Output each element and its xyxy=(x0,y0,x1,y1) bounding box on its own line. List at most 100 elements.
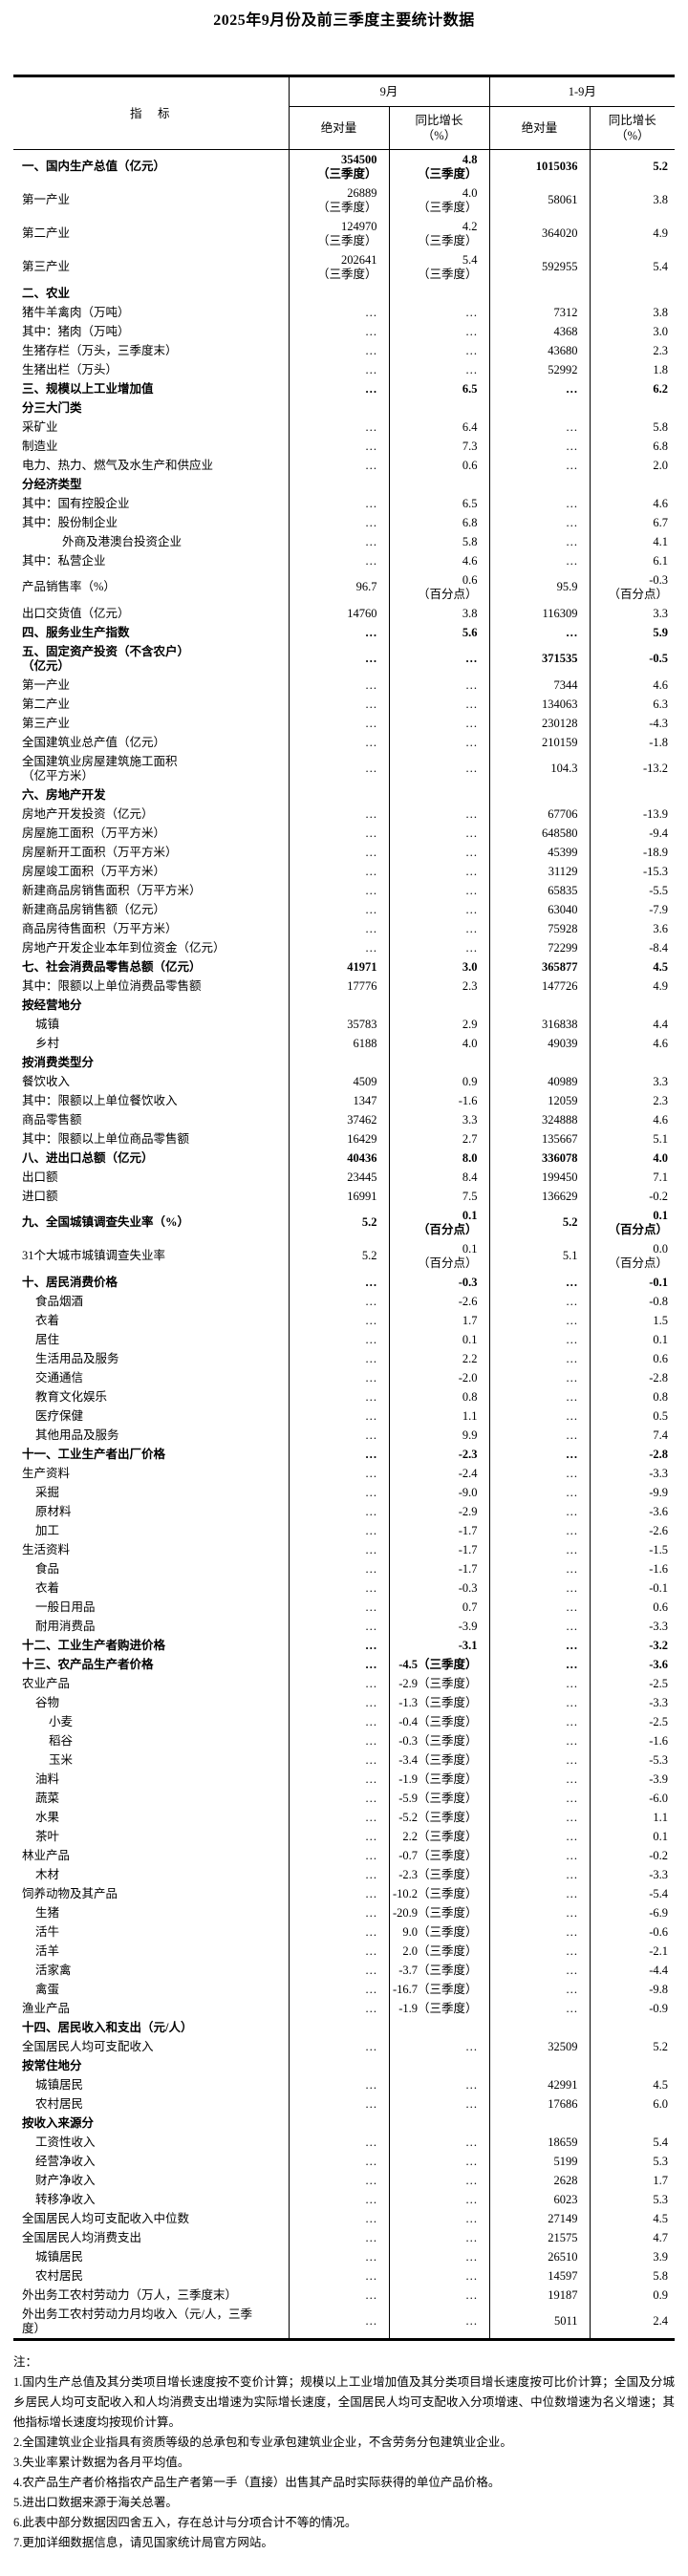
month-yoy-value: … xyxy=(388,714,490,733)
cumulative-yoy-value: -3.2 xyxy=(589,1636,676,1655)
cumulative-absolute-value: 199450 xyxy=(488,1168,591,1187)
cumulative-absolute-value: 14597 xyxy=(488,2266,591,2286)
cumulative-absolute-value: … xyxy=(488,1655,591,1674)
month-yoy-value: -0.3（三季度） xyxy=(388,1731,490,1750)
month-yoy-value: -20.9（三季度） xyxy=(388,1903,490,1922)
table-row: 十四、居民收入和支出（元/人） xyxy=(13,2018,676,2037)
cumulative-yoy-value: -13.9 xyxy=(589,805,676,824)
indicator-label: 十二、工业生产者购进价格 xyxy=(22,1638,166,1652)
month-absolute-value: … xyxy=(288,1502,389,1521)
cumulative-yoy-value xyxy=(589,996,676,1015)
cumulative-absolute-value: … xyxy=(488,1311,591,1330)
cumulative-absolute-value: 42991 xyxy=(488,2075,591,2094)
month-yoy-value: … xyxy=(388,2247,490,2266)
indicator-label: 衣着 xyxy=(35,1313,60,1327)
indicator-label: 商品房待售面积（万平方米） xyxy=(22,921,178,935)
cumulative-yoy-value: -9.9 xyxy=(589,1483,676,1502)
indicator-label: 九、全国城镇调查失业率（%） xyxy=(22,1215,190,1229)
month-absolute-value: … xyxy=(288,1808,389,1827)
cumulative-yoy-value: 3.6 xyxy=(589,919,676,938)
month-absolute-value: … xyxy=(288,1387,389,1406)
month-absolute-value: … xyxy=(288,843,389,862)
table-row: 外商及港澳台投资企业… 5.8… 4.1 xyxy=(13,532,676,551)
cumulative-absolute-value: … xyxy=(488,1922,591,1942)
month-yoy-value xyxy=(388,1053,490,1072)
table-row: 分三大门类 xyxy=(13,398,676,418)
indicator-label: 其中：股份制企业 xyxy=(22,515,118,529)
table-row: 农村居民…… 17686 6.0 xyxy=(13,2094,676,2114)
cumulative-yoy-value: 7.4 xyxy=(589,1426,676,1445)
table-row: 财产净收入…… 2628 1.7 xyxy=(13,2171,676,2190)
indicator-label: 城镇居民 xyxy=(35,2249,84,2264)
month-yoy-value xyxy=(388,475,490,494)
cumulative-yoy-value xyxy=(589,398,676,418)
table-row: 农村居民…… 14597 5.8 xyxy=(13,2266,676,2286)
cumulative-yoy-value: 4.0 xyxy=(589,1148,676,1168)
cumulative-absolute-value: 5.2 xyxy=(488,1206,591,1239)
cumulative-yoy-value: 4.5 xyxy=(589,2075,676,2094)
table-row: 生活用品及服务… 2.2… 0.6 xyxy=(13,1349,676,1368)
month-absolute-value: … xyxy=(288,1674,389,1693)
cumulative-yoy-value: 3.3 xyxy=(589,604,676,623)
indicator-label: 其中：私营企业 xyxy=(22,553,106,568)
table-row: 其中：股份制企业… 6.8… 6.7 xyxy=(13,513,676,532)
indicator-label: 一般日用品 xyxy=(35,1599,96,1614)
table-row: 按经营地分 xyxy=(13,996,676,1015)
cumulative-yoy-value: -6.9 xyxy=(589,1903,676,1922)
header-group-row: 指 标 9月 1-9月 xyxy=(13,75,676,150)
month-absolute-value: … xyxy=(288,1636,389,1655)
table-row: 活牛… 9.0（三季度）… -0.6 xyxy=(13,1922,676,1942)
cumulative-absolute-value: … xyxy=(488,1502,591,1521)
cumulative-absolute-value: … xyxy=(488,456,591,475)
indicator-label: 十、居民消费价格 xyxy=(22,1275,118,1289)
indicator-label: 财产净收入 xyxy=(35,2173,96,2187)
cumulative-yoy-value: -3.6 xyxy=(589,1655,676,1674)
month-yoy-value: … xyxy=(388,2037,490,2056)
month-yoy-value: 6.4 xyxy=(388,418,490,437)
cumulative-yoy-value: -3.6 xyxy=(589,1502,676,1521)
indicator-label: 经营净收入 xyxy=(35,2154,96,2168)
cumulative-absolute-value xyxy=(488,284,591,303)
month-yoy-value: 7.5 xyxy=(388,1187,490,1206)
cumulative-yoy-value xyxy=(589,2114,676,2133)
cumulative-absolute-value: 95.9 xyxy=(488,570,591,604)
cumulative-absolute-value: … xyxy=(488,1750,591,1770)
month-absolute-value: … xyxy=(288,1292,389,1311)
table-row: 耐用消费品… -3.9… -3.3 xyxy=(13,1617,676,1636)
month-yoy-value: -5.2（三季度） xyxy=(388,1808,490,1827)
month-yoy-value: -2.6 xyxy=(388,1292,490,1311)
month-yoy-value: 5.8 xyxy=(388,532,490,551)
cumulative-yoy-value: -0.2 xyxy=(589,1187,676,1206)
indicator-label: 原材料 xyxy=(35,1504,72,1518)
cumulative-absolute-value: 365877 xyxy=(488,957,591,977)
indicator-label: 全国建筑业房屋建筑施工面积 （亿平方米） xyxy=(22,754,178,783)
indicator-label: 居住 xyxy=(35,1332,60,1346)
cumulative-yoy-value: -2.6 xyxy=(589,1521,676,1540)
table-header: 指 标 9月 1-9月 绝对量 同比增长 （%） 绝对量 同比增长 （%） xyxy=(13,75,676,150)
cumulative-absolute-value: 26510 xyxy=(488,2247,591,2266)
cumulative-absolute-value: 17686 xyxy=(488,2094,591,2114)
stats-table: 指 标 9月 1-9月 绝对量 同比增长 （%） 绝对量 同比增长 （%） 一、… xyxy=(13,75,676,2341)
indicator-label: 其中：限额以上单位商品零售额 xyxy=(22,1131,190,1146)
month-yoy-value: 4.0 xyxy=(388,1034,490,1053)
table-row: 饲养动物及其产品… -10.2（三季度）… -5.4 xyxy=(13,1884,676,1903)
table-row: 采掘… -9.0… -9.9 xyxy=(13,1483,676,1502)
month-yoy-value: 6.5 xyxy=(388,379,490,398)
indicator-label: 全国居民人均可支配收入 xyxy=(22,2039,154,2053)
table-row: 城镇居民…… 42991 4.5 xyxy=(13,2075,676,2094)
month-yoy-value: … xyxy=(388,360,490,379)
cumulative-yoy-value: 2.3 xyxy=(589,1091,676,1110)
cumulative-absolute-value: … xyxy=(488,1483,591,1502)
month-absolute-value: 14760 xyxy=(288,604,389,623)
table-row: 按消费类型分 xyxy=(13,1053,676,1072)
table-row: 食品烟酒… -2.6… -0.8 xyxy=(13,1292,676,1311)
cumulative-absolute-value: 324888 xyxy=(488,1110,591,1129)
table-row: 二、农业 xyxy=(13,284,676,303)
table-row: 水果… -5.2（三季度）… 1.1 xyxy=(13,1808,676,1827)
indicator-label: 十三、农产品生产者价格 xyxy=(22,1657,154,1671)
month-absolute-value: … xyxy=(288,2190,389,2209)
month-absolute-value: … xyxy=(288,1559,389,1578)
cumulative-yoy-value xyxy=(589,2056,676,2075)
table-row: 油料… -1.9（三季度）… -3.9 xyxy=(13,1770,676,1789)
month-absolute-value xyxy=(288,996,389,1015)
